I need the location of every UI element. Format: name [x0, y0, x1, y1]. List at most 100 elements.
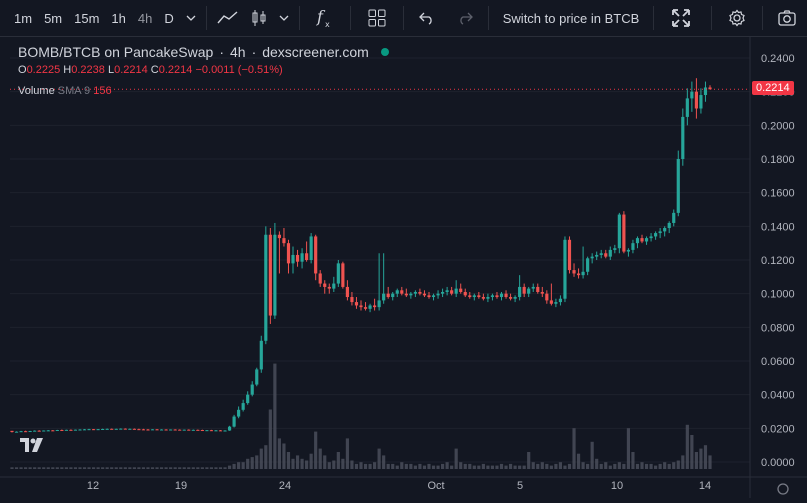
candle-body — [341, 263, 345, 287]
timeframe-15m[interactable]: 15m — [74, 10, 100, 26]
candle-body — [631, 243, 635, 250]
candle-body — [613, 248, 617, 250]
fullscreen-icon[interactable] — [658, 0, 704, 36]
candle-body — [427, 295, 431, 298]
volume-bar — [187, 467, 191, 469]
volume-bar — [404, 463, 408, 469]
candle-body — [576, 273, 581, 276]
candle-body — [123, 428, 127, 430]
timeframe-D[interactable]: D — [164, 10, 174, 26]
undo-icon[interactable] — [408, 0, 446, 36]
chart-area[interactable]: 0.24000.22000.20000.18000.16000.14000.12… — [0, 37, 807, 498]
candle-body — [536, 286, 540, 292]
volume-bar — [37, 467, 41, 469]
candle-body — [209, 430, 214, 432]
timeframe-4h[interactable]: 4h — [137, 10, 153, 26]
volume-bar — [545, 463, 549, 469]
candles-icon[interactable] — [245, 0, 273, 36]
candle-body — [404, 293, 408, 296]
volume-bar — [518, 465, 522, 469]
candle-body — [499, 293, 504, 298]
volume-bar — [576, 453, 581, 469]
volume-bar — [463, 463, 467, 469]
volume-bar — [10, 467, 14, 469]
candle-body — [101, 429, 105, 431]
volume-bar — [214, 467, 218, 469]
volume-bar — [64, 467, 68, 469]
redo-icon[interactable] — [446, 0, 484, 36]
volume-bar — [631, 452, 635, 469]
volume-bar — [459, 462, 463, 469]
high-label: H — [63, 64, 72, 76]
candle-body — [513, 297, 517, 299]
candle-body — [468, 295, 472, 298]
chevron-down-icon[interactable] — [180, 0, 202, 36]
volume-bar — [595, 458, 599, 469]
candle-body — [327, 286, 331, 289]
x-tick-label: 10 — [611, 480, 623, 492]
divider — [205, 6, 207, 30]
volume-bar — [708, 455, 712, 469]
volume-bar — [146, 467, 150, 469]
volume-value: 156 — [93, 85, 112, 97]
price-chart[interactable]: 0.24000.22000.20000.18000.16000.14000.12… — [0, 37, 807, 498]
x-tick-label: Oct — [427, 480, 444, 492]
volume-bar — [694, 452, 698, 469]
volume-bar — [259, 448, 263, 469]
candle-body — [363, 307, 368, 309]
candle-body — [286, 243, 291, 264]
candle-body — [132, 428, 136, 430]
volume-bar — [110, 467, 114, 469]
volume-bar — [613, 463, 617, 469]
volume-bar — [24, 467, 28, 469]
volume-bar — [558, 462, 563, 469]
candle-body — [508, 297, 513, 299]
volume-bar — [359, 462, 363, 469]
chevron-down-icon[interactable] — [273, 0, 295, 36]
candle-body — [699, 95, 703, 109]
volume-bar — [42, 467, 46, 469]
candle-body — [128, 428, 132, 430]
line-chart-icon[interactable] — [211, 0, 245, 36]
switch-currency-button[interactable]: Switch to price in BTCB — [502, 10, 640, 26]
volume-bar — [549, 465, 553, 469]
candle-body — [382, 293, 386, 301]
svg-text:x: x — [325, 20, 330, 28]
volume-bar — [345, 438, 349, 469]
volume-bar — [522, 465, 526, 469]
y-tick-label: 0.2000 — [761, 120, 795, 132]
candle-body — [440, 291, 445, 294]
timeframe-1h[interactable]: 1h — [111, 10, 126, 26]
candle-body — [490, 295, 495, 298]
candle-body — [595, 254, 599, 257]
candle-body — [96, 429, 100, 431]
timeframe-1m[interactable]: 1m — [14, 10, 33, 26]
candle-body — [667, 222, 671, 229]
volume-bar — [531, 462, 535, 469]
volume-bar — [123, 467, 127, 469]
volume-bar — [536, 463, 540, 469]
volume-bar — [436, 465, 440, 469]
volume-bar — [173, 467, 177, 469]
volume-bar — [223, 467, 227, 469]
volume-bar — [409, 463, 413, 469]
close-value: 0.2214 — [158, 64, 193, 76]
volume-bar — [672, 462, 676, 469]
y-tick-label: 0.0200 — [761, 423, 795, 435]
timeframe-5m[interactable]: 5m — [44, 10, 63, 26]
volume-bar — [690, 435, 694, 469]
volume-bar — [300, 458, 304, 469]
volume-bar — [422, 465, 427, 469]
candle-body — [232, 416, 236, 427]
candle-body — [178, 429, 182, 431]
market-status-icon — [380, 48, 389, 56]
camera-icon[interactable] — [767, 0, 807, 36]
layout-icon[interactable] — [355, 0, 399, 36]
candle-body — [549, 300, 553, 304]
volume-bar — [350, 460, 354, 469]
volume-bar — [477, 465, 481, 469]
settings-icon[interactable] — [716, 0, 758, 36]
candle-body — [19, 431, 23, 433]
volume-label: Volume — [18, 85, 55, 97]
